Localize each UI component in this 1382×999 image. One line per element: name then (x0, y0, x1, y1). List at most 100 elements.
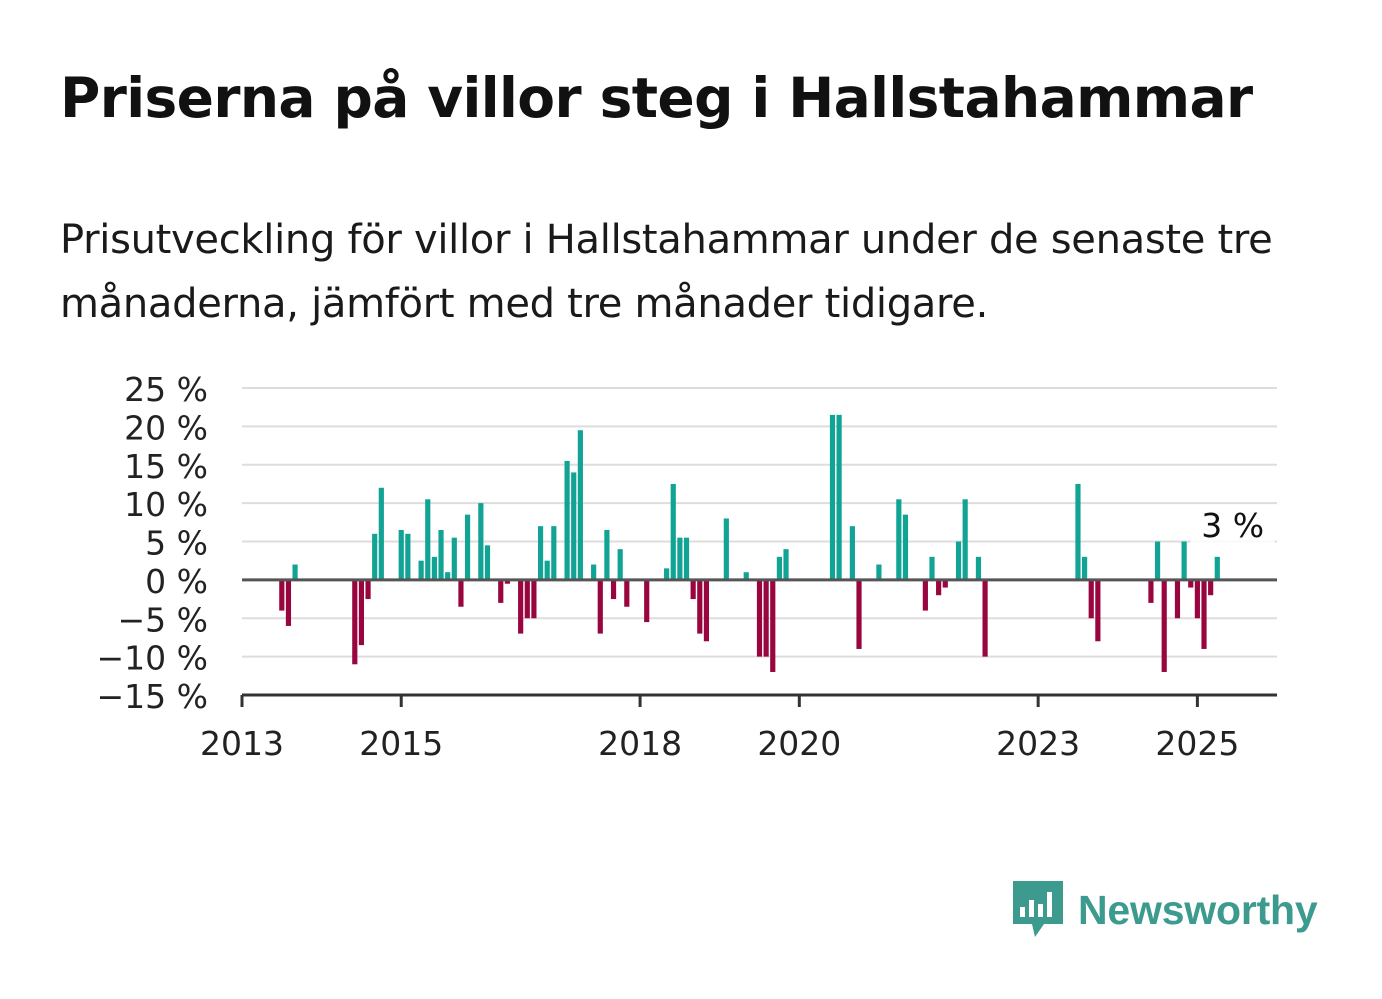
bar (770, 579, 776, 672)
bar (398, 529, 404, 580)
bar (756, 579, 763, 657)
bar (1174, 579, 1181, 619)
bar (723, 518, 729, 580)
bar (365, 579, 371, 600)
chart-title: Priserna på villor steg i Hallstahammar (60, 66, 1253, 130)
bar (285, 579, 292, 626)
x-tick-label: 2015 (359, 724, 443, 763)
bars (279, 414, 1220, 672)
brand-logo[interactable]: Newsworthy (1010, 878, 1318, 942)
y-tick-label: 0 % (145, 562, 208, 601)
bar (902, 514, 909, 580)
bar (703, 579, 710, 642)
bar (1201, 579, 1207, 649)
bar (604, 529, 610, 580)
y-tick-label: −15 % (97, 677, 209, 716)
bar (896, 499, 902, 580)
bar (425, 499, 431, 580)
bar (484, 545, 491, 580)
bar (617, 549, 623, 580)
axes (240, 578, 1277, 707)
bar (922, 579, 928, 611)
y-tick-label: −5 % (118, 600, 209, 639)
bar (358, 579, 365, 646)
bar (504, 579, 510, 584)
bar (451, 537, 457, 580)
bar (518, 579, 524, 634)
bar (955, 541, 962, 580)
bar (1082, 556, 1088, 580)
bar (431, 556, 437, 580)
y-tick-label: 20 % (124, 408, 208, 447)
chart-subtitle: Prisutveckling för villor i Hallstahamma… (60, 217, 1273, 327)
bar (464, 514, 471, 580)
x-tick-label: 2020 (757, 724, 841, 763)
bar (478, 503, 484, 580)
bar (1095, 579, 1101, 642)
bar (683, 537, 690, 580)
bar (564, 460, 570, 580)
y-tick-label: 15 % (124, 447, 208, 486)
bar (975, 556, 982, 580)
bar (537, 526, 544, 580)
bar (1188, 579, 1194, 588)
bar (438, 529, 444, 580)
y-tick-label: 5 % (145, 524, 208, 563)
bar (544, 560, 550, 580)
bar (690, 579, 696, 600)
bar (829, 414, 836, 580)
bar (591, 564, 597, 580)
bar (962, 499, 968, 580)
grid-lines (242, 387, 1277, 658)
bar (445, 572, 451, 580)
bar (783, 549, 789, 580)
y-tick-label: −10 % (97, 639, 209, 678)
bar (352, 579, 358, 665)
bar (378, 487, 384, 580)
bar (763, 579, 769, 657)
newsworthy-logo-icon (1013, 881, 1063, 937)
bar (697, 579, 703, 634)
x-tick-label: 2018 (598, 724, 682, 763)
bar (1088, 579, 1094, 619)
bar (1194, 579, 1200, 619)
bar (936, 579, 942, 596)
bar (624, 579, 630, 607)
bar (524, 579, 530, 619)
bar (836, 414, 842, 580)
bar (856, 579, 862, 649)
bar (498, 579, 504, 603)
bar (1075, 483, 1081, 580)
bar (458, 579, 464, 607)
x-tick-label: 2013 (200, 724, 284, 763)
bar (597, 579, 603, 634)
y-tick-label: 10 % (124, 485, 208, 524)
bar (577, 430, 583, 580)
x-tick-label: 2025 (1155, 724, 1239, 763)
bar (292, 564, 298, 580)
bar (982, 579, 988, 657)
bar (1161, 579, 1167, 672)
brand-name: Newsworthy (1078, 886, 1318, 933)
bar (1208, 579, 1214, 596)
annotation-background (1190, 505, 1275, 546)
labels: −15 %−10 %−5 %0 %5 %10 %15 %20 %25 % 2013… (97, 370, 1275, 763)
bar (644, 579, 650, 623)
bar (531, 579, 537, 619)
bar (664, 568, 670, 580)
bar (1148, 579, 1154, 603)
bar (279, 579, 285, 611)
bar (571, 472, 577, 580)
bar (405, 533, 411, 580)
bar (743, 572, 749, 580)
y-tick-label: 25 % (124, 370, 208, 409)
bar (1214, 556, 1220, 580)
bar (929, 556, 935, 580)
bar (677, 537, 683, 580)
bar (876, 564, 882, 580)
bar (942, 579, 948, 588)
bar (418, 560, 424, 580)
bar (670, 483, 676, 580)
bar (372, 533, 378, 580)
